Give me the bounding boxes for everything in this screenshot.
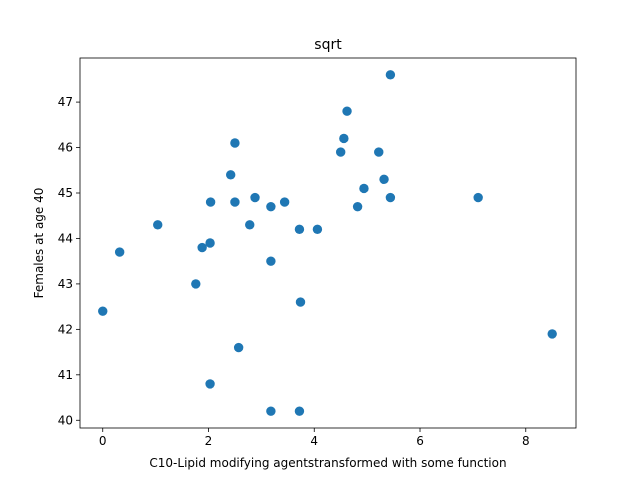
data-point-11	[233, 342, 244, 353]
data-point-13	[250, 192, 260, 203]
data-point-8	[226, 170, 236, 180]
data-point-18	[294, 224, 305, 235]
y-axis-label: Females at age 40	[32, 188, 46, 299]
x-tick-label-4: 8	[522, 434, 530, 448]
y-tick-label-4: 44	[58, 231, 73, 245]
data-point-15	[266, 256, 276, 266]
y-axis-ticks: 40 41 42 43 44 45 46 47	[58, 95, 80, 427]
data-point-25	[352, 201, 363, 212]
x-axis-ticks: 0 2 4 6 8	[99, 428, 530, 448]
y-tick-label-2: 42	[58, 322, 73, 336]
y-tick-label-0: 40	[58, 413, 73, 427]
data-point-17	[279, 197, 290, 207]
data-point-29	[385, 70, 396, 80]
data-point-21	[312, 224, 323, 235]
data-point-12	[245, 220, 255, 230]
data-point-22	[335, 147, 346, 157]
x-tick-label-0: 0	[99, 434, 107, 448]
data-point-28	[379, 174, 389, 185]
y-tick-label-5: 45	[58, 186, 73, 200]
data-points	[98, 70, 557, 416]
data-point-24	[342, 106, 352, 116]
data-point-4	[197, 242, 207, 253]
data-point-10	[230, 197, 240, 207]
data-point-23	[339, 133, 349, 144]
data-point-16	[266, 406, 276, 416]
data-point-20	[294, 406, 305, 416]
plot-frame	[79, 57, 577, 429]
data-point-5	[205, 238, 215, 248]
data-point-6	[205, 197, 216, 207]
y-tick-label-6: 46	[58, 141, 73, 155]
data-point-32	[547, 329, 557, 339]
data-point-14	[266, 201, 276, 212]
data-point-0	[98, 306, 108, 316]
data-point-19	[295, 297, 306, 307]
x-axis-label: C10-Lipid modifying agentstransformed wi…	[149, 456, 506, 470]
data-point-30	[385, 192, 396, 203]
data-point-3	[191, 279, 201, 289]
data-point-7	[205, 379, 215, 389]
chart-title: sqrt	[314, 37, 342, 53]
data-point-1	[114, 247, 125, 257]
data-point-2	[153, 220, 163, 230]
data-point-31	[473, 192, 483, 203]
data-point-27	[374, 147, 384, 157]
y-tick-label-1: 41	[58, 368, 73, 382]
data-point-26	[359, 183, 369, 194]
y-tick-label-3: 43	[58, 277, 73, 291]
x-tick-label-3: 6	[416, 434, 424, 448]
x-tick-label-1: 2	[205, 434, 213, 448]
x-tick-label-2: 4	[310, 434, 318, 448]
y-tick-label-7: 47	[58, 95, 73, 109]
data-point-9	[230, 138, 240, 148]
